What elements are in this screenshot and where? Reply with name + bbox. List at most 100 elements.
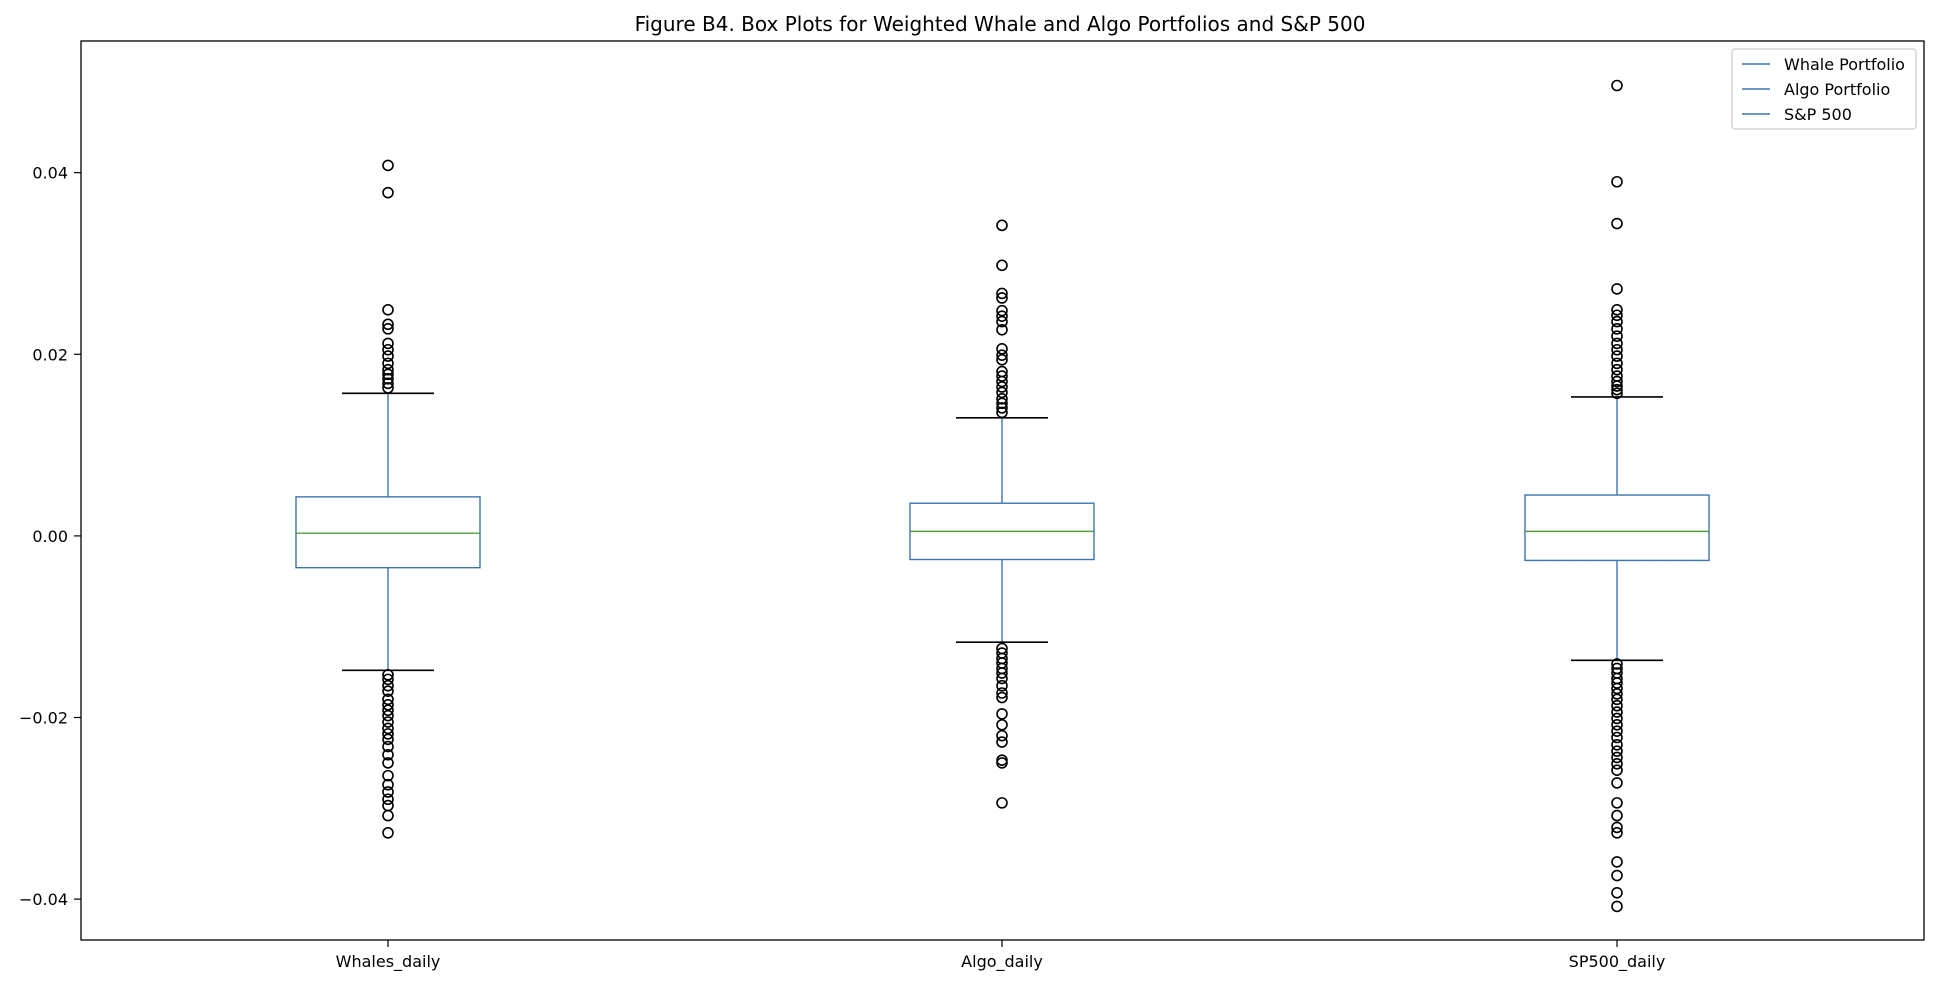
outlier-point	[1611, 175, 1623, 188]
outlier-point	[382, 704, 394, 717]
legend: Whale Portfolio Algo Portfolio S&P 500	[1731, 48, 1917, 130]
outlier-point	[1611, 777, 1623, 789]
outlier-point	[382, 733, 394, 746]
outlier-point	[996, 691, 1008, 704]
outlier-point	[1611, 343, 1623, 356]
outlier-point	[1611, 869, 1623, 882]
outlier-point	[1611, 699, 1623, 712]
outlier-point	[382, 343, 394, 356]
outlier-point	[382, 303, 394, 316]
outlier-point	[382, 716, 394, 728]
outlier-point	[996, 679, 1008, 692]
outlier-point	[1611, 357, 1623, 370]
outlier-point	[996, 259, 1008, 272]
plot-area: −0.04 −0.02 0.00 0.02 0.04 Whales_daily Algo_d…	[19, 79, 1710, 972]
outlier-point	[382, 799, 394, 812]
outlier-point	[1611, 725, 1623, 737]
outlier-point	[382, 740, 394, 753]
outlier-point	[996, 797, 1008, 809]
outlier-point	[996, 672, 1008, 685]
outlier-point	[996, 687, 1008, 699]
outlier-point	[1611, 712, 1623, 725]
x-tick-label: Whales_daily	[336, 952, 441, 972]
outlier-point	[1611, 350, 1623, 362]
outlier-point	[996, 667, 1008, 679]
outlier-point	[382, 357, 394, 370]
outlier-point	[1611, 751, 1623, 764]
outlier-point	[1611, 764, 1623, 776]
legend-label-whale: Whale Portfolio	[1784, 55, 1905, 74]
outlier-point	[382, 699, 394, 711]
outlier-point	[382, 377, 394, 390]
box-iqr	[1524, 494, 1710, 562]
outlier-point	[1611, 217, 1623, 230]
outlier-point	[382, 373, 394, 385]
x-tick-label: SP500_daily	[1569, 952, 1666, 972]
outlier-point	[1611, 79, 1623, 92]
outlier-point	[1611, 821, 1623, 834]
outlier-point	[996, 729, 1008, 742]
outlier-point	[996, 392, 1008, 405]
outlier-point	[382, 685, 394, 697]
outlier-point	[382, 786, 394, 798]
outlier-point	[1611, 323, 1623, 335]
outlier-point	[996, 397, 1008, 410]
outlier-point	[382, 722, 394, 735]
outlier-point	[996, 381, 1008, 393]
outlier-point	[996, 349, 1008, 361]
outlier-point	[382, 778, 394, 791]
outlier-point	[382, 809, 394, 822]
outlier-point	[1611, 731, 1623, 744]
outlier-point	[1611, 718, 1623, 731]
outlier-point	[1611, 827, 1623, 839]
outlier-point	[1611, 758, 1623, 770]
plot-frame	[80, 40, 1925, 941]
outlier-point	[996, 315, 1008, 328]
outlier-point	[1611, 337, 1623, 350]
outlier-point	[996, 406, 1008, 419]
outlier-point	[1611, 745, 1623, 757]
outlier-point	[1611, 677, 1623, 689]
outlier-point	[1611, 688, 1623, 700]
outlier-point	[1611, 797, 1623, 809]
outlier-point	[382, 323, 394, 335]
outlier-point	[382, 350, 394, 362]
outlier-point	[382, 679, 394, 692]
outlier-point	[996, 757, 1008, 769]
outlier-point	[996, 310, 1008, 322]
outlier-point	[1611, 809, 1623, 822]
legend-box	[1731, 48, 1917, 130]
y-tick-label: −0.02	[19, 709, 68, 728]
y-tick-label: 0.04	[32, 164, 68, 183]
outlier-point	[382, 748, 394, 761]
outlier-point	[996, 375, 1008, 388]
outlier-point	[382, 368, 394, 381]
outlier-point	[1611, 682, 1623, 695]
outlier-point	[382, 673, 394, 686]
box-iqr	[295, 496, 481, 569]
outlier-point	[382, 827, 394, 839]
outlier-point	[1611, 283, 1623, 295]
y-tick-label: 0.00	[32, 527, 68, 546]
outlier-point	[1611, 330, 1623, 342]
outlier-point	[1611, 658, 1623, 670]
outlier-point	[382, 337, 394, 350]
outlier-point	[996, 323, 1008, 336]
outlier-point	[1611, 383, 1623, 396]
outlier-point	[1611, 706, 1623, 718]
outlier-point	[382, 769, 394, 782]
outlier-point	[1611, 387, 1623, 400]
outlier-point	[382, 318, 394, 331]
outlier-point	[1611, 693, 1623, 706]
outlier-point	[996, 402, 1008, 414]
outlier-point	[382, 186, 394, 199]
legend-label-sp500: S&P 500	[1784, 105, 1852, 124]
outlier-point	[382, 757, 394, 769]
outlier-point	[996, 718, 1008, 731]
outlier-point	[382, 693, 394, 706]
outlier-point	[382, 669, 394, 681]
outlier-point	[996, 292, 1008, 304]
outlier-point	[996, 736, 1008, 748]
chart-title: Figure B4. Box Plots for Weighted Whale …	[635, 12, 1366, 36]
